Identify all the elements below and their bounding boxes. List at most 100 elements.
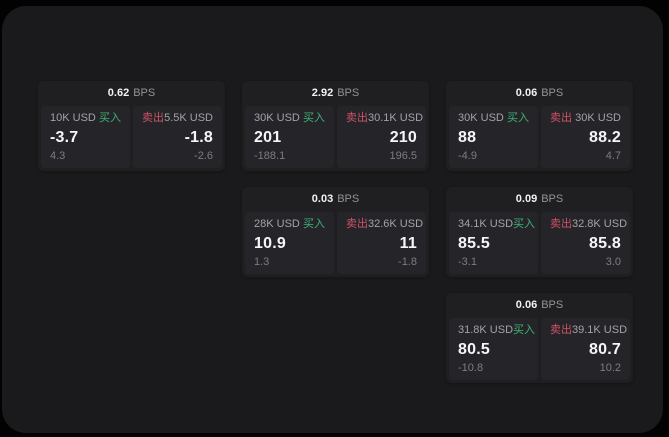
bps-unit-label: BPS — [541, 193, 564, 205]
sell-panel-top: 卖出 32.8K USD — [550, 218, 627, 230]
buy-delta: -3.1 — [458, 256, 477, 268]
bps-unit-label: BPS — [541, 87, 564, 99]
buy-side-label: 买入 — [303, 112, 325, 124]
sell-delta: 10.2 — [599, 362, 621, 374]
buy-price: 10.9 — [254, 234, 286, 252]
bps-value: 2.92 — [311, 87, 334, 99]
sell-panel[interactable]: 卖出 30.1K USD 210 196.5 — [337, 106, 426, 168]
sell-amount: 5.5K USD — [164, 112, 213, 124]
buy-amount: 28K USD — [254, 218, 300, 230]
sell-delta: -2.6 — [194, 150, 213, 162]
sell-panel[interactable]: 卖出 5.5K USD -1.8 -2.6 — [133, 106, 222, 168]
sell-panel-top: 卖出 30K USD — [550, 113, 621, 124]
sell-price: 11 — [399, 234, 417, 252]
card-header: 0.06 BPS — [446, 293, 633, 318]
buy-amount: 10K USD — [50, 112, 96, 124]
bps-value: 0.62 — [107, 87, 130, 99]
bps-unit-label: BPS — [133, 87, 156, 99]
card-header: 0.03 BPS — [242, 187, 429, 212]
bps-unit-label: BPS — [337, 87, 360, 99]
quote-panels: 31.8K USD 买入 80.5 -10.8 卖出 39.1K USD 80.… — [446, 318, 633, 383]
buy-side-label: 买入 — [513, 324, 536, 336]
bps-unit-label: BPS — [541, 299, 564, 311]
bps-value: 0.06 — [515, 299, 538, 311]
buy-panel-top: 34.1K USD 买入 — [458, 218, 535, 230]
buy-side-label: 买入 — [303, 218, 325, 230]
sell-panel[interactable]: 卖出 30K USD 88.2 4.7 — [541, 106, 630, 168]
bps-value: 0.06 — [515, 87, 538, 99]
quote-panels: 30K USD 买入 88 -4.9 卖出 30K USD 88.2 4.7 — [446, 106, 633, 171]
buy-amount: 30K USD — [458, 112, 504, 124]
buy-panel[interactable]: 34.1K USD 买入 85.5 -3.1 — [449, 212, 538, 274]
quote-card: 0.03 BPS 28K USD 买入 10.9 1.3 卖出 32.6K US… — [242, 187, 429, 277]
quote-card: 0.06 BPS 30K USD 买入 88 -4.9 卖出 30K USD 8… — [446, 81, 633, 171]
buy-price: 201 — [254, 128, 282, 146]
sell-panel[interactable]: 卖出 32.6K USD 11 -1.8 — [337, 212, 426, 274]
app-surface: 0.62 BPS 10K USD 买入 -3.7 4.3 卖出 5.5K USD… — [2, 6, 663, 433]
sell-amount: 32.8K USD — [572, 218, 628, 230]
sell-amount: 30K USD — [575, 112, 621, 124]
sell-price: 88.2 — [589, 128, 621, 146]
sell-panel-top: 卖出 39.1K USD — [550, 324, 627, 336]
buy-side-label: 买入 — [513, 218, 536, 230]
sell-price: 210 — [389, 128, 417, 146]
buy-amount: 31.8K USD — [458, 324, 514, 336]
buy-amount: 34.1K USD — [458, 218, 514, 230]
buy-panel[interactable]: 10K USD 买入 -3.7 4.3 — [41, 106, 130, 168]
quote-card: 0.62 BPS 10K USD 买入 -3.7 4.3 卖出 5.5K USD… — [38, 81, 225, 171]
buy-panel[interactable]: 31.8K USD 买入 80.5 -10.8 — [449, 318, 538, 380]
buy-panel[interactable]: 30K USD 买入 201 -188.1 — [245, 106, 334, 168]
buy-side-label: 买入 — [99, 112, 121, 124]
sell-delta: -1.8 — [398, 256, 417, 268]
quote-panels: 34.1K USD 买入 85.5 -3.1 卖出 32.8K USD 85.8… — [446, 212, 633, 277]
buy-panel-top: 31.8K USD 买入 — [458, 324, 535, 336]
buy-side-label: 买入 — [507, 112, 529, 124]
sell-side-label: 卖出 — [346, 112, 368, 124]
buy-delta: -10.8 — [458, 362, 484, 374]
quote-card: 2.92 BPS 30K USD 买入 201 -188.1 卖出 30.1K … — [242, 81, 429, 171]
sell-panel-top: 卖出 32.6K USD — [346, 218, 423, 230]
buy-panel[interactable]: 28K USD 买入 10.9 1.3 — [245, 212, 334, 274]
sell-side-label: 卖出 — [550, 324, 572, 336]
sell-panel[interactable]: 卖出 39.1K USD 80.7 10.2 — [541, 318, 630, 380]
sell-amount: 39.1K USD — [572, 324, 628, 336]
sell-panel-top: 卖出 30.1K USD — [346, 112, 423, 124]
quote-panels: 28K USD 买入 10.9 1.3 卖出 32.6K USD 11 -1.8 — [242, 212, 429, 277]
sell-side-label: 卖出 — [550, 112, 572, 124]
buy-price: 85.5 — [458, 234, 490, 252]
quote-card: 0.09 BPS 34.1K USD 买入 85.5 -3.1 卖出 32.8K… — [446, 187, 633, 277]
sell-delta: 3.0 — [605, 256, 621, 268]
buy-panel-top: 30K USD 买入 — [458, 113, 529, 124]
sell-side-label: 卖出 — [142, 112, 164, 124]
buy-price: -3.7 — [50, 128, 79, 146]
card-header: 0.06 BPS — [446, 81, 633, 106]
sell-amount: 30.1K USD — [368, 112, 424, 124]
quote-card: 0.06 BPS 31.8K USD 买入 80.5 -10.8 卖出 39.1… — [446, 293, 633, 383]
sell-side-label: 卖出 — [346, 218, 368, 230]
bps-value: 0.03 — [311, 193, 334, 205]
bps-value: 0.09 — [515, 193, 538, 205]
sell-delta: 196.5 — [389, 150, 417, 162]
bps-unit-label: BPS — [337, 193, 360, 205]
buy-price: 80.5 — [458, 340, 490, 358]
buy-panel-top: 10K USD 买入 — [50, 113, 121, 124]
sell-price: 85.8 — [589, 234, 621, 252]
cards-grid: 0.62 BPS 10K USD 买入 -3.7 4.3 卖出 5.5K USD… — [38, 81, 633, 383]
sell-panel[interactable]: 卖出 32.8K USD 85.8 3.0 — [541, 212, 630, 274]
sell-delta: 4.7 — [605, 150, 621, 162]
buy-delta: -188.1 — [254, 150, 286, 162]
buy-price: 88 — [458, 128, 477, 146]
buy-panel-top: 28K USD 买入 — [254, 219, 325, 230]
quote-panels: 30K USD 买入 201 -188.1 卖出 30.1K USD 210 1… — [242, 106, 429, 171]
sell-amount: 32.6K USD — [368, 218, 424, 230]
sell-side-label: 卖出 — [550, 218, 572, 230]
buy-delta: -4.9 — [458, 150, 477, 162]
buy-panel[interactable]: 30K USD 买入 88 -4.9 — [449, 106, 538, 168]
buy-delta: 4.3 — [50, 150, 66, 162]
quote-panels: 10K USD 买入 -3.7 4.3 卖出 5.5K USD -1.8 -2.… — [38, 106, 225, 171]
card-header: 0.62 BPS — [38, 81, 225, 106]
card-header: 2.92 BPS — [242, 81, 429, 106]
card-header: 0.09 BPS — [446, 187, 633, 212]
sell-price: 80.7 — [589, 340, 621, 358]
